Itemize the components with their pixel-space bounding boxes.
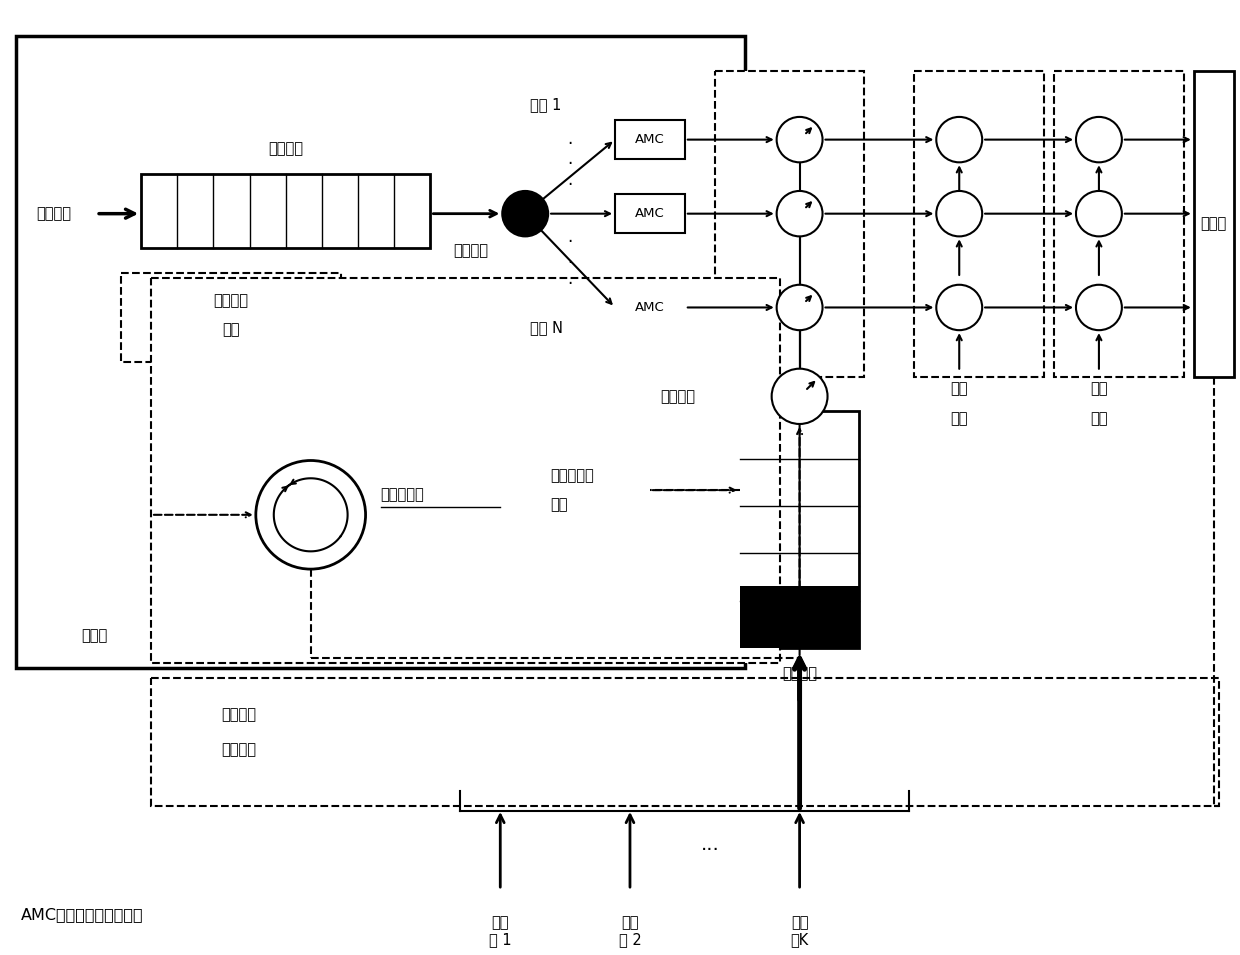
Bar (800, 627, 830, 648)
Text: 信道状态: 信道状态 (221, 708, 255, 722)
Text: 功率控制器: 功率控制器 (381, 488, 424, 502)
Bar (740, 586, 859, 648)
Text: 缓存容量: 缓存容量 (268, 141, 304, 157)
Text: 信息反馈: 信息反馈 (221, 742, 255, 757)
Bar (615, 194, 684, 233)
Bar (141, 174, 430, 248)
Text: 能量
源 1: 能量 源 1 (489, 915, 512, 947)
Text: AMC：自适应调制和编码: AMC：自适应调制和编码 (21, 907, 144, 923)
Bar (615, 120, 684, 159)
Text: ·
·
·: · · · (568, 135, 573, 194)
Circle shape (255, 460, 366, 569)
Circle shape (771, 369, 827, 424)
Bar (740, 627, 770, 648)
Text: AMC: AMC (635, 301, 665, 314)
Text: 电池平稳性: 电池平稳性 (551, 468, 594, 483)
Bar (151, 678, 1219, 806)
Text: 加性: 加性 (1090, 381, 1107, 396)
Text: 信道 1: 信道 1 (531, 97, 562, 113)
Circle shape (502, 191, 548, 237)
Text: 能量收集: 能量收集 (782, 666, 817, 681)
Circle shape (936, 117, 982, 162)
Bar (615, 287, 684, 328)
Bar (714, 71, 864, 376)
Text: AMC: AMC (635, 133, 665, 146)
Text: 能量
源 2: 能量 源 2 (619, 915, 641, 947)
Text: 发射机: 发射机 (81, 628, 108, 643)
Text: 缓存溢出: 缓存溢出 (213, 292, 248, 308)
Bar (830, 607, 859, 627)
Circle shape (936, 285, 982, 330)
Bar (914, 71, 1044, 376)
Bar (800, 586, 830, 607)
Bar (770, 607, 800, 627)
Bar (122, 273, 341, 362)
Text: ·
·
·: · · · (568, 233, 573, 293)
Bar (1054, 71, 1184, 376)
Circle shape (1076, 191, 1122, 237)
Bar (151, 278, 780, 663)
Text: 衰落: 衰落 (951, 412, 968, 426)
Text: 信道: 信道 (951, 381, 968, 396)
Circle shape (776, 285, 822, 330)
Circle shape (1076, 117, 1122, 162)
Text: 约束: 约束 (222, 322, 239, 337)
Circle shape (776, 117, 822, 162)
Circle shape (776, 191, 822, 237)
Text: 噪声: 噪声 (1090, 412, 1107, 426)
Text: 功率分配: 功率分配 (660, 389, 694, 404)
Bar (740, 412, 859, 648)
Text: 数据到达: 数据到达 (36, 206, 72, 222)
Text: ···: ··· (701, 841, 719, 860)
Text: 数据传输: 数据传输 (453, 244, 487, 258)
Circle shape (936, 191, 982, 237)
Text: 约束: 约束 (551, 498, 568, 513)
Text: AMC: AMC (635, 207, 665, 221)
Bar (16, 36, 745, 668)
Text: 接收机: 接收机 (1200, 216, 1226, 231)
Text: 信道 N: 信道 N (531, 320, 563, 334)
Circle shape (1076, 285, 1122, 330)
Bar (1194, 71, 1234, 376)
Bar (740, 586, 770, 607)
Text: 能量
源K: 能量 源K (790, 915, 808, 947)
